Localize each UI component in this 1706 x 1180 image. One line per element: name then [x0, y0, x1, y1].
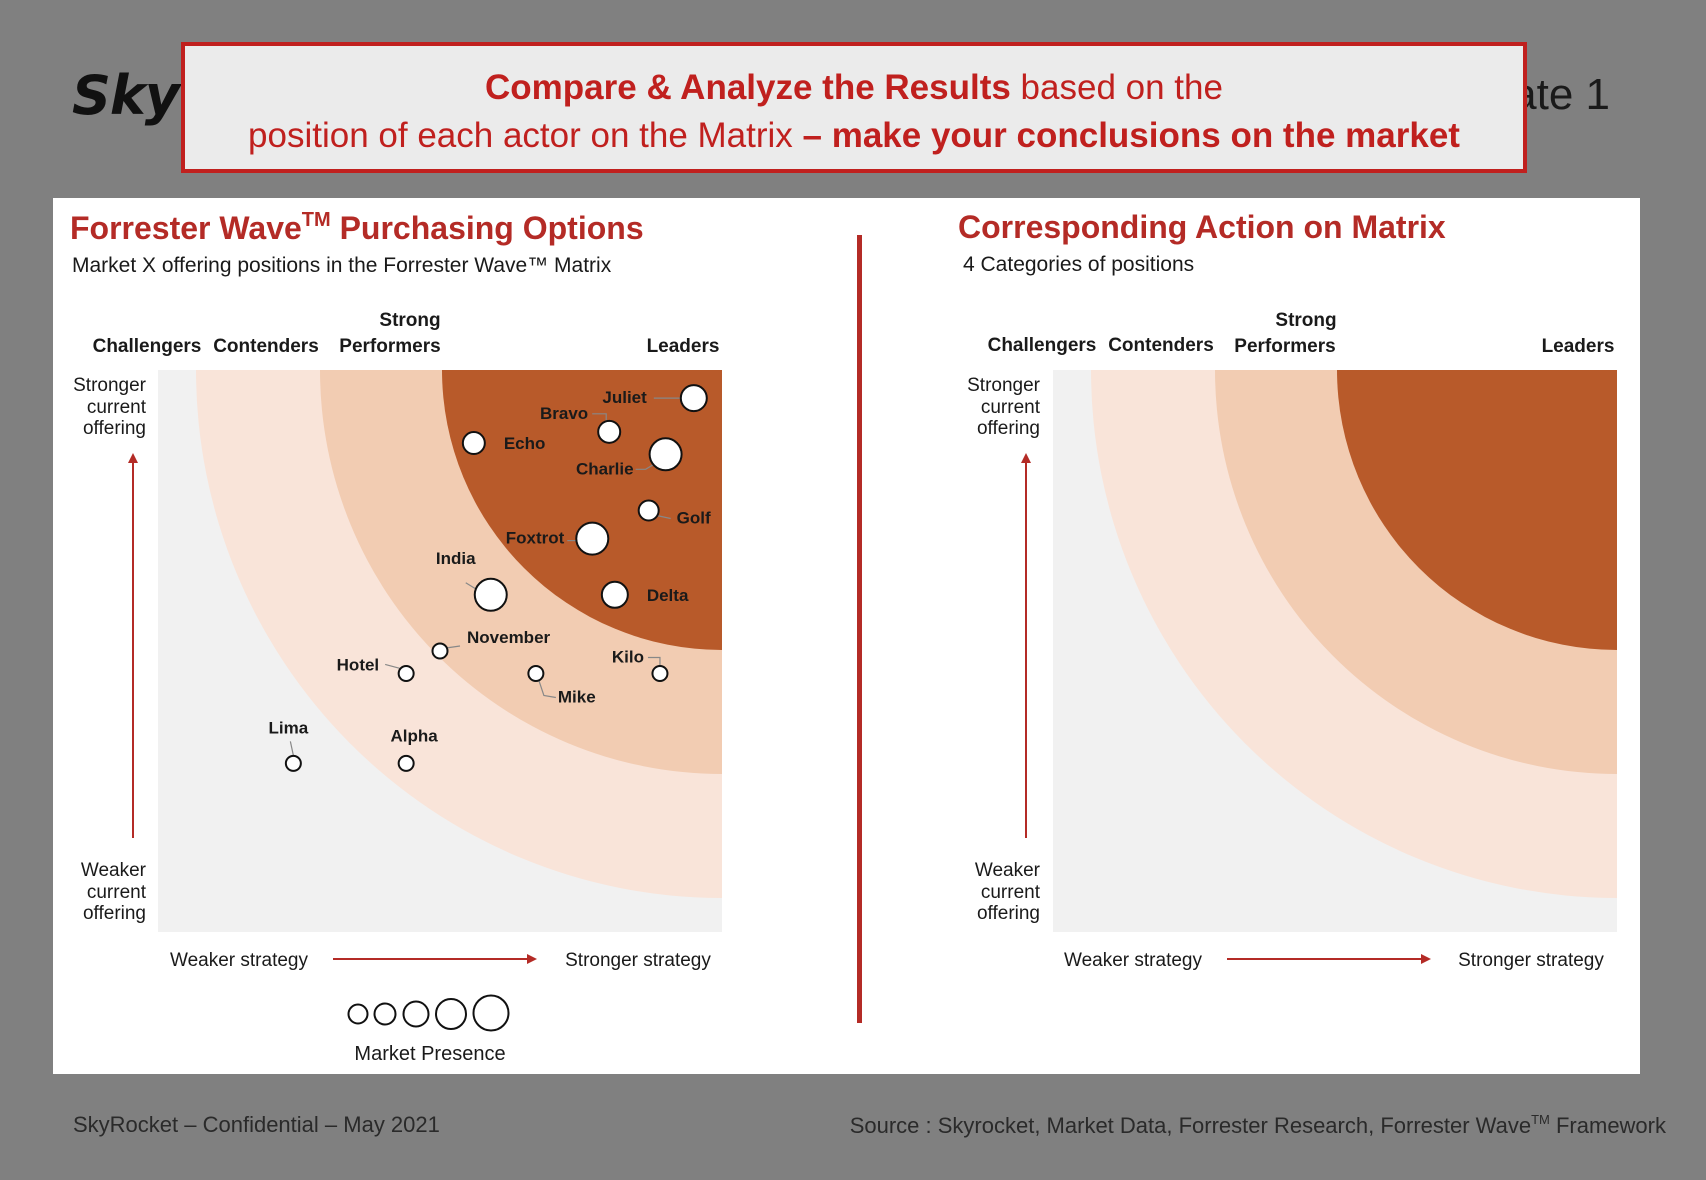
- vendor-bubble-kilo: [651, 664, 669, 682]
- legend-circle-3: [402, 1000, 430, 1028]
- legend-circle-2: [373, 1002, 397, 1026]
- left-x-weaker: Weaker strategy: [170, 950, 308, 971]
- right-category-contenders: Contenders: [1108, 335, 1214, 356]
- vendor-bubble-lima: [284, 754, 302, 772]
- vendor-bubble-alpha: [397, 754, 415, 772]
- vendor-label-kilo: Kilo: [612, 647, 644, 666]
- right-y-top-2: current: [981, 397, 1041, 418]
- vendor-bubble-foxtrot: [575, 521, 610, 556]
- right-category-challengers: Challengers: [988, 335, 1097, 356]
- vendor-label-golf: Golf: [677, 509, 711, 528]
- vendor-label-lima: Lima: [269, 718, 309, 737]
- vendor-bubble-mike: [527, 664, 545, 682]
- vendor-leader-lima: [289, 741, 294, 756]
- left-panel-title: Forrester WaveTM Purchasing Options: [70, 209, 644, 246]
- right-y-bottom-1: Weaker: [975, 860, 1041, 881]
- vendor-label-bravo: Bravo: [540, 404, 588, 423]
- left-wave-chart: Challengers Contenders Strong Performers…: [73, 310, 722, 1065]
- left-y-top-3: offering: [83, 418, 146, 439]
- right-y-top-1: Stronger: [967, 375, 1041, 396]
- vendor-label-alpha: Alpha: [391, 726, 439, 745]
- banner-line-1: Compare & Analyze the Results based on t…: [485, 68, 1223, 107]
- vendor-label-hotel: Hotel: [337, 655, 380, 674]
- template-label: ate 1: [1512, 70, 1610, 119]
- market-presence-label: Market Presence: [354, 1043, 505, 1065]
- vendor-label-echo: Echo: [504, 434, 546, 453]
- left-x-stronger: Stronger strategy: [565, 950, 711, 971]
- right-wave-chart: Challengers Contenders Strong Performers…: [967, 310, 1617, 971]
- right-panel-title: Corresponding Action on Matrix: [958, 209, 1446, 245]
- panel-divider: [857, 235, 862, 1023]
- vendor-label-india: India: [436, 549, 476, 568]
- left-panel-subtitle: Market X offering positions in the Forre…: [72, 254, 612, 277]
- vendor-leader-november: [445, 645, 461, 649]
- left-y-top-2: current: [87, 397, 147, 418]
- right-panel-subtitle: 4 Categories of positions: [963, 253, 1195, 276]
- vendor-label-mike: Mike: [558, 687, 596, 706]
- vendor-bubble-delta: [600, 580, 629, 609]
- vendor-bubble-juliet: [679, 384, 708, 413]
- vendor-leader-mike: [538, 680, 556, 699]
- footer-source: Source : Skyrocket, Market Data, Forrest…: [849, 1112, 1666, 1138]
- right-category-strong-bottom: Performers: [1234, 336, 1335, 357]
- left-leaders-zone: [442, 370, 722, 650]
- vendor-bubble-india: [473, 577, 508, 612]
- footer-confidential: SkyRocket – Confidential – May 2021: [73, 1112, 440, 1137]
- right-y-bottom-3: offering: [977, 903, 1040, 924]
- left-y-bottom-1: Weaker: [81, 860, 147, 881]
- vendor-layer: Juliet Bravo Echo Charlie Golf Foxtrot India De…: [269, 384, 711, 772]
- left-y-bottom-2: current: [87, 882, 147, 903]
- vendor-bubble-echo: [461, 431, 486, 456]
- legend-circle-1: [347, 1003, 369, 1025]
- legend-circle-5: [472, 994, 510, 1032]
- left-y-top-1: Stronger: [73, 375, 147, 396]
- market-presence-legend: Market Presence: [347, 994, 510, 1065]
- vendor-bubble-november: [431, 642, 449, 660]
- vendor-leader-hotel: [385, 663, 401, 670]
- banner-line-2: position of each actor on the Matrix – m…: [248, 116, 1460, 155]
- vendor-label-delta: Delta: [647, 586, 689, 605]
- right-y-top-3: offering: [977, 418, 1040, 439]
- vendor-bubble-hotel: [397, 664, 415, 682]
- left-category-leaders: Leaders: [647, 336, 720, 357]
- vendor-leader-kilo: [647, 656, 661, 666]
- vendor-label-november: November: [467, 628, 551, 647]
- right-leaders-zone: [1337, 370, 1617, 650]
- instruction-banner: Compare & Analyze the Results based on t…: [181, 42, 1527, 173]
- vendor-leader-bravo: [592, 413, 607, 422]
- right-x-stronger: Stronger strategy: [1458, 950, 1604, 971]
- left-category-contenders: Contenders: [213, 336, 319, 357]
- vendor-bubble-golf: [637, 499, 660, 522]
- vendor-bubble-charlie: [648, 437, 683, 472]
- vendor-leader-charlie: [635, 462, 656, 470]
- left-y-bottom-3: offering: [83, 903, 146, 924]
- vendor-label-juliet: Juliet: [602, 388, 647, 407]
- company-logo: Sky: [72, 64, 180, 127]
- left-category-strong-bottom: Performers: [339, 336, 440, 357]
- vendor-bubble-bravo: [597, 419, 622, 444]
- vendor-leader-golf: [656, 514, 671, 520]
- vendor-label-foxtrot: Foxtrot: [506, 529, 565, 548]
- left-category-strong-top: Strong: [379, 310, 440, 331]
- left-category-challengers: Challengers: [93, 336, 202, 357]
- right-category-strong-top: Strong: [1275, 310, 1336, 331]
- right-x-weaker: Weaker strategy: [1064, 950, 1202, 971]
- right-y-bottom-2: current: [981, 882, 1041, 903]
- legend-circle-4: [435, 998, 467, 1030]
- right-category-leaders: Leaders: [1542, 336, 1615, 357]
- vendor-label-charlie: Charlie: [576, 459, 634, 478]
